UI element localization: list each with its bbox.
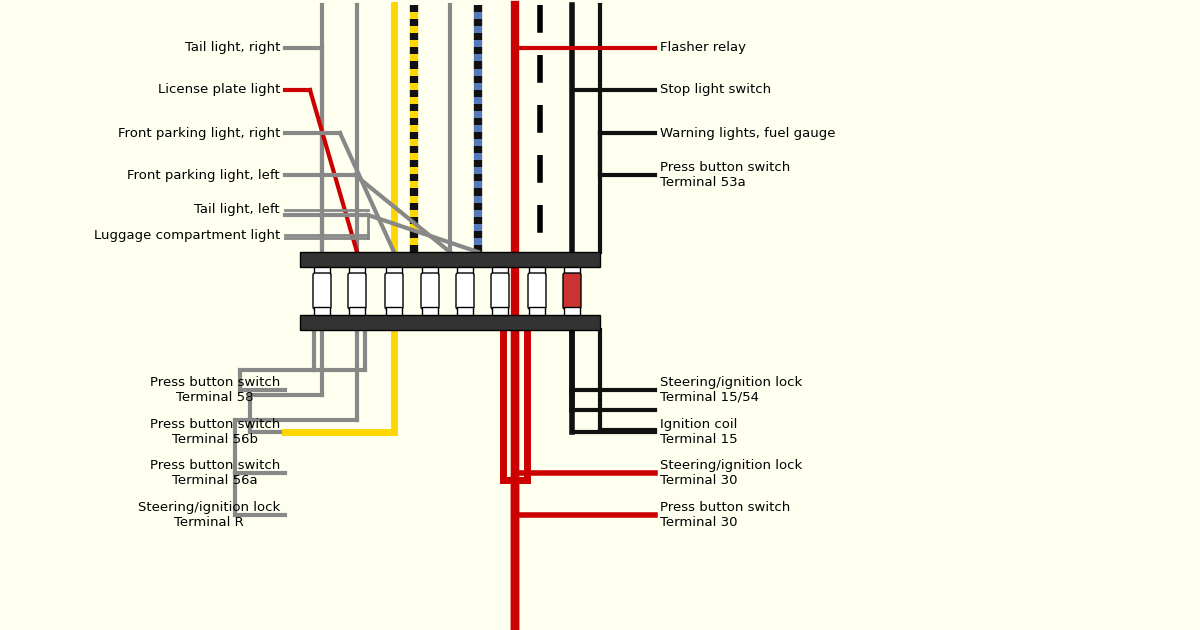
Text: Press button switch
Terminal 53a: Press button switch Terminal 53a bbox=[660, 161, 791, 189]
Text: Ignition coil
Terminal 15: Ignition coil Terminal 15 bbox=[660, 418, 738, 446]
Text: License plate light: License plate light bbox=[157, 84, 280, 96]
Text: Stop light switch: Stop light switch bbox=[660, 84, 772, 96]
Text: Steering/ignition lock
Terminal R: Steering/ignition lock Terminal R bbox=[138, 501, 280, 529]
Text: Steering/ignition lock
Terminal 30: Steering/ignition lock Terminal 30 bbox=[660, 459, 803, 487]
Bar bbox=[492, 267, 508, 275]
Bar bbox=[422, 307, 438, 315]
Text: Luggage compartment light: Luggage compartment light bbox=[94, 229, 280, 241]
Text: Front parking light, left: Front parking light, left bbox=[127, 168, 280, 181]
Bar bbox=[300, 315, 600, 330]
Bar bbox=[564, 307, 580, 315]
Bar bbox=[386, 267, 402, 275]
Text: Tail light, right: Tail light, right bbox=[185, 42, 280, 55]
Text: Press button switch
Terminal 58: Press button switch Terminal 58 bbox=[150, 376, 280, 404]
Bar bbox=[314, 307, 330, 315]
Bar bbox=[492, 307, 508, 315]
Bar bbox=[529, 267, 545, 275]
Bar bbox=[386, 307, 402, 315]
Text: Warning lights, fuel gauge: Warning lights, fuel gauge bbox=[660, 127, 835, 139]
Bar bbox=[300, 252, 600, 267]
FancyBboxPatch shape bbox=[348, 273, 366, 309]
Bar bbox=[314, 267, 330, 275]
Bar bbox=[422, 267, 438, 275]
Text: Press button switch
Terminal 56b: Press button switch Terminal 56b bbox=[150, 418, 280, 446]
Bar bbox=[457, 267, 473, 275]
Text: Flasher relay: Flasher relay bbox=[660, 42, 746, 55]
Text: Front parking light, right: Front parking light, right bbox=[118, 127, 280, 139]
Text: Steering/ignition lock
Terminal 15/54: Steering/ignition lock Terminal 15/54 bbox=[660, 376, 803, 404]
Bar bbox=[457, 307, 473, 315]
Text: Press button switch
Terminal 56a: Press button switch Terminal 56a bbox=[150, 459, 280, 487]
FancyBboxPatch shape bbox=[313, 273, 331, 309]
FancyBboxPatch shape bbox=[563, 273, 581, 309]
FancyBboxPatch shape bbox=[421, 273, 439, 309]
Bar bbox=[564, 267, 580, 275]
FancyBboxPatch shape bbox=[456, 273, 474, 309]
FancyBboxPatch shape bbox=[528, 273, 546, 309]
FancyBboxPatch shape bbox=[385, 273, 403, 309]
Text: Press button switch
Terminal 30: Press button switch Terminal 30 bbox=[660, 501, 791, 529]
FancyBboxPatch shape bbox=[491, 273, 509, 309]
Text: Tail light, left: Tail light, left bbox=[194, 203, 280, 217]
Bar bbox=[349, 267, 365, 275]
Bar bbox=[349, 307, 365, 315]
Bar bbox=[529, 307, 545, 315]
